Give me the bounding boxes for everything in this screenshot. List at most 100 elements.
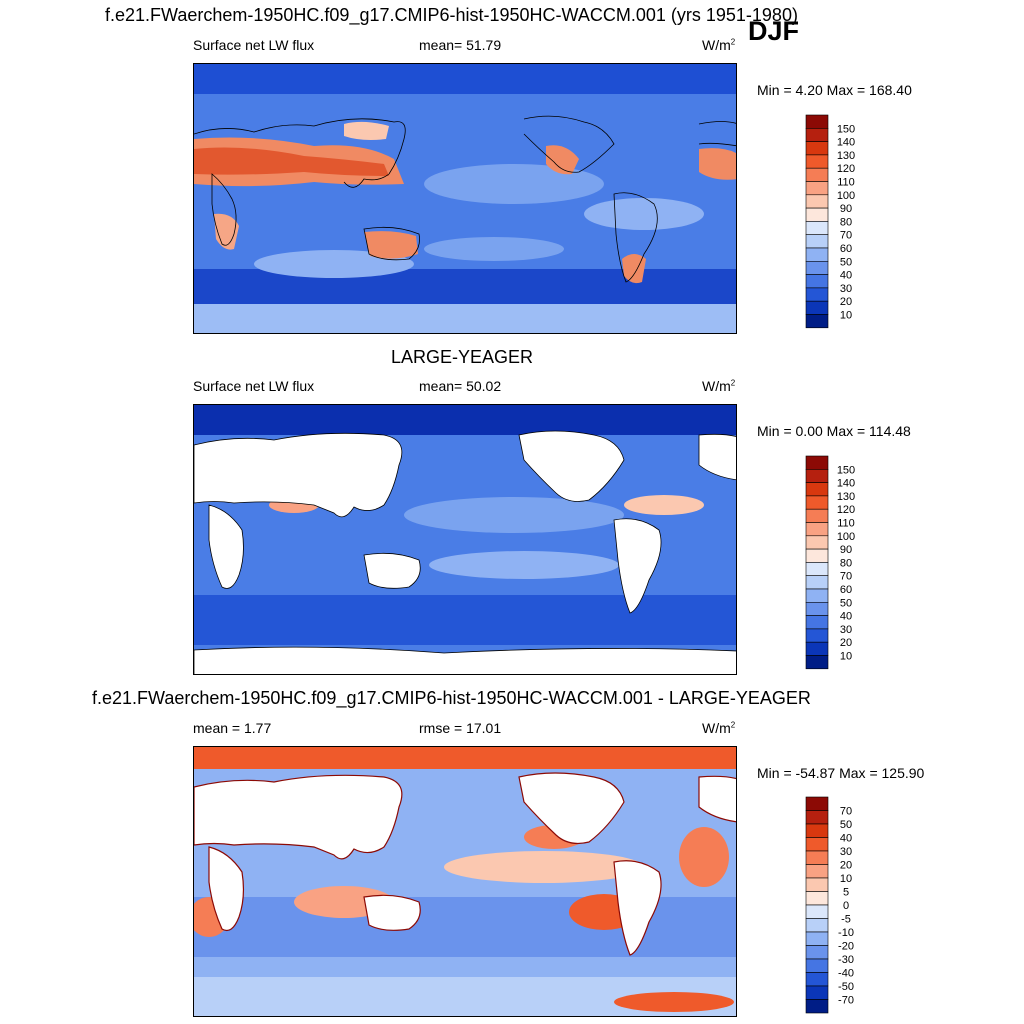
colorbar-label: 110 (837, 518, 855, 530)
colorbar-swatch (805, 850, 829, 865)
colorbar-swatch (805, 247, 829, 262)
panel1-coastlines (194, 115, 736, 283)
panel1-field-patagonia (622, 254, 646, 284)
colorbar-label: 100 (837, 190, 855, 202)
colorbar-label: 70 (840, 571, 852, 583)
panel1-field-so-band (194, 269, 736, 304)
colorbar-label: 110 (837, 177, 855, 189)
colorbar-label: 0 (843, 900, 849, 912)
colorbar-label: 50 (840, 597, 852, 609)
colorbar-label: 100 (837, 531, 855, 543)
panel2-mean: mean= 50.02 (419, 378, 502, 394)
colorbar-label: 10 (840, 873, 852, 885)
colorbar-swatch (805, 958, 829, 973)
colorbar-label: 20 (840, 860, 852, 872)
colorbar-swatch (805, 810, 829, 825)
panel1-minmax: Min = 4.20 Max = 168.40 (757, 82, 912, 98)
colorbar-swatch (805, 128, 829, 142)
colorbar-label: 50 (840, 819, 852, 831)
colorbar-swatch (805, 508, 829, 523)
panel1-mean: mean= 51.79 (419, 37, 502, 53)
panel1-field-australia (364, 231, 418, 259)
colorbar-swatch (805, 575, 829, 590)
panel1-field-swirl-a (424, 164, 604, 204)
colorbar-swatch (805, 535, 829, 550)
colorbar-label: 130 (837, 150, 855, 162)
colorbar-label: 80 (840, 216, 852, 228)
colorbar-label: 20 (840, 637, 852, 649)
colorbar-swatch (805, 114, 829, 129)
colorbar-swatch (805, 261, 829, 275)
panel1-variable: Surface net LW flux (193, 37, 315, 53)
colorbar-label: 40 (840, 611, 852, 623)
colorbar-swatch (805, 469, 829, 483)
colorbar-swatch (805, 615, 829, 630)
colorbar-label: 60 (840, 243, 852, 255)
panel2-title: LARGE-YEAGER (391, 347, 534, 367)
colorbar-swatch (805, 864, 829, 879)
panel1-map-svg (194, 64, 736, 333)
colorbar-swatch (805, 562, 829, 577)
panel2-field-so-band (194, 595, 736, 645)
colorbar-label: 10 (840, 310, 852, 322)
colorbar-swatch (805, 141, 829, 156)
colorbar-label: 150 (837, 464, 855, 476)
colorbar-swatch (805, 287, 829, 302)
colorbar-label: -10 (838, 927, 854, 939)
panel1-field-s-africa (214, 213, 239, 250)
colorbar-swatch (805, 796, 829, 811)
colorbar-swatch (805, 837, 829, 852)
panel1-field-tibet (344, 121, 389, 140)
colorbar-label: 140 (837, 478, 855, 490)
panel3-title: f.e21.FWaerchem-1950HC.f09_g17.CMIP6-his… (92, 688, 811, 708)
panel3-field-warm-benguela (679, 827, 729, 887)
colorbar-label: 30 (840, 624, 852, 636)
colorbar-label: 120 (837, 163, 855, 175)
panel2-minmax: Min = 0.00 Max = 114.48 (757, 423, 911, 439)
colorbar-label: 120 (837, 504, 855, 516)
colorbar-label: 140 (837, 137, 855, 149)
colorbar-label: 40 (840, 270, 852, 282)
panel1-field-arctic (194, 64, 736, 94)
colorbar-swatch (805, 207, 829, 222)
colorbar-swatch (805, 154, 829, 169)
panel2-field-arctic (194, 405, 736, 435)
panel3-field-arctic (194, 747, 736, 769)
panel2-field-swirl-a (404, 497, 624, 533)
panel1-map (193, 63, 737, 334)
panel2-units: W/m2 (702, 378, 736, 394)
panel1-field-swirl-b (584, 198, 704, 230)
colorbar-swatch (805, 931, 829, 946)
colorbar-swatch (805, 482, 829, 497)
panel3-units: W/m2 (702, 720, 736, 736)
colorbar-label: 5 (843, 887, 849, 899)
panel1-field-mexico (546, 145, 579, 175)
colorbar-swatch (805, 918, 829, 933)
colorbar-swatch (805, 588, 829, 603)
colorbar-swatch (805, 945, 829, 960)
colorbar-swatch (805, 655, 829, 670)
colorbar-swatch (805, 904, 829, 919)
colorbar-swatch (805, 221, 829, 236)
panel3-mean: mean = 1.77 (193, 720, 272, 736)
panel3-minmax: Min = -54.87 Max = 125.90 (757, 765, 925, 781)
panel1-field-swirl-d (424, 237, 564, 261)
colorbar-label: 40 (840, 833, 852, 845)
panel3-field-warm-weddell (614, 992, 734, 1012)
colorbar-swatch (805, 522, 829, 537)
colorbar-label: 30 (840, 283, 852, 295)
colorbar-label: 90 (840, 544, 852, 556)
colorbar-label: 70 (840, 230, 852, 242)
panel1-field-nw-africa (699, 148, 736, 180)
colorbar-label: -20 (838, 941, 854, 953)
colorbar-swatch (805, 628, 829, 643)
colorbar-label: 10 (840, 651, 852, 663)
panel1-field-swirl-c (254, 250, 414, 278)
colorbar-swatch (805, 194, 829, 209)
colorbar-label: 130 (837, 491, 855, 503)
colorbar-label: 90 (840, 203, 852, 215)
panel2-field-swirl-b (429, 551, 619, 579)
